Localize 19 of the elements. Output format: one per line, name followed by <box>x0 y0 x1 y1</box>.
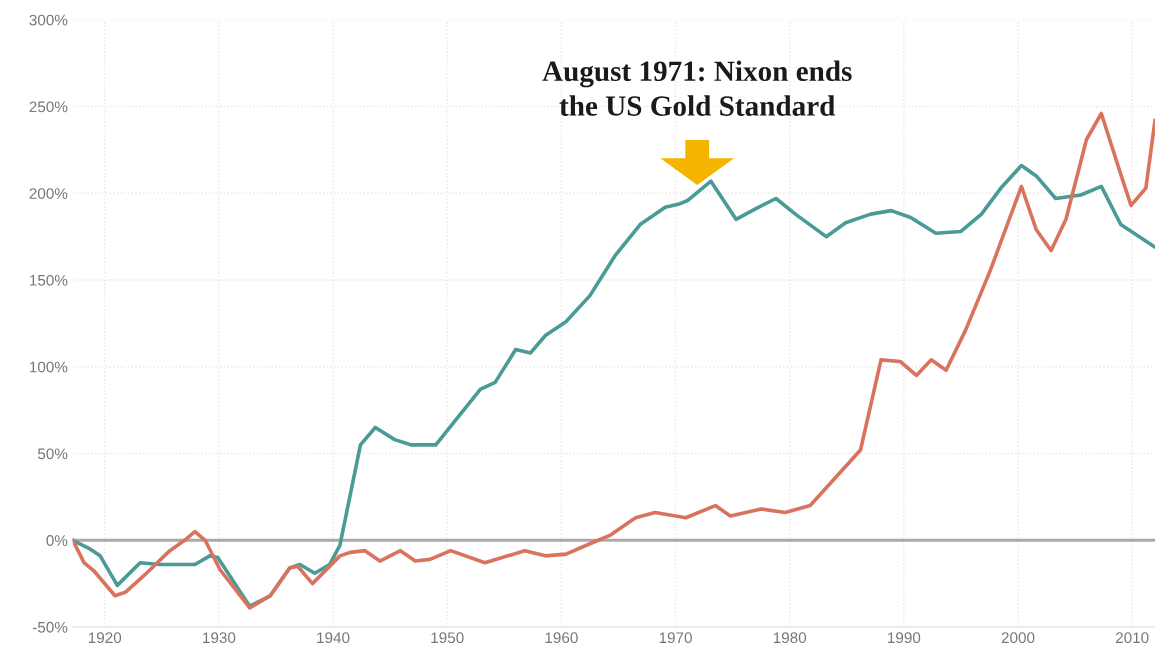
y-tick-label: 100% <box>30 361 68 373</box>
x-tick-label: 2000 <box>1001 632 1035 644</box>
y-tick-label: -50% <box>32 621 68 633</box>
x-tick-label: 1940 <box>317 632 350 644</box>
y-tick-label: 200% <box>29 188 68 199</box>
x-tick-label: 1920 <box>88 632 122 644</box>
x-tick-label: 1960 <box>545 632 578 644</box>
y-tick-label: 0% <box>46 535 68 546</box>
x-tick-label: 2010 <box>1115 632 1149 644</box>
y-tick-label: 150% <box>30 274 68 286</box>
x-tick-label: 1950 <box>431 632 464 644</box>
y-tick-label: 50% <box>37 448 68 460</box>
y-tick-label: 250% <box>29 101 68 113</box>
x-tick-label: 1980 <box>773 632 807 644</box>
x-tick-label: 1990 <box>888 632 921 644</box>
x-tick-label: 1930 <box>203 632 236 644</box>
x-tick-label: 1970 <box>659 632 692 644</box>
y-tick-label: 300% <box>29 14 68 26</box>
annotation: August 1971: Nixon ends the US Gold Standard <box>542 60 852 116</box>
